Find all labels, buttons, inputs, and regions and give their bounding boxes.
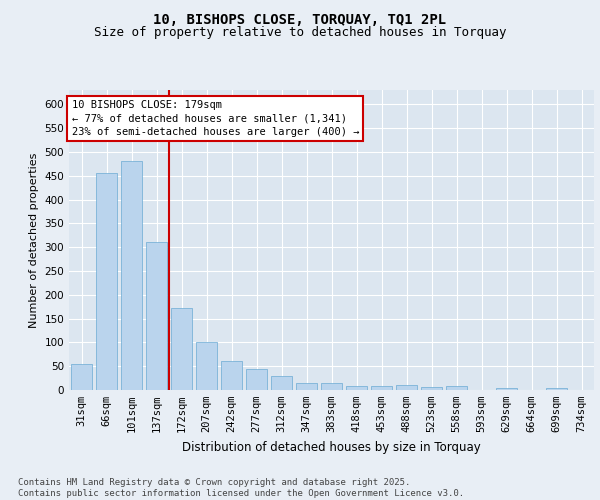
Bar: [371, 386, 392, 390]
Bar: [96, 174, 117, 390]
Text: Size of property relative to detached houses in Torquay: Size of property relative to detached ho…: [94, 26, 506, 39]
Bar: [121, 162, 142, 390]
Bar: [296, 384, 317, 390]
Text: 10 BISHOPS CLOSE: 179sqm
← 77% of detached houses are smaller (1,341)
23% of sem: 10 BISHOPS CLOSE: 179sqm ← 77% of detach…: [71, 100, 359, 137]
Bar: [496, 388, 517, 390]
Bar: [321, 384, 342, 390]
Y-axis label: Number of detached properties: Number of detached properties: [29, 152, 39, 328]
Text: 10, BISHOPS CLOSE, TORQUAY, TQ1 2PL: 10, BISHOPS CLOSE, TORQUAY, TQ1 2PL: [154, 12, 446, 26]
Bar: [221, 362, 242, 390]
X-axis label: Distribution of detached houses by size in Torquay: Distribution of detached houses by size …: [182, 440, 481, 454]
Bar: [146, 242, 167, 390]
Bar: [421, 386, 442, 390]
Bar: [271, 376, 292, 390]
Bar: [346, 386, 367, 390]
Bar: [171, 308, 192, 390]
Bar: [246, 369, 267, 390]
Bar: [396, 385, 417, 390]
Bar: [446, 386, 467, 390]
Text: Contains HM Land Registry data © Crown copyright and database right 2025.
Contai: Contains HM Land Registry data © Crown c…: [18, 478, 464, 498]
Bar: [71, 364, 92, 390]
Bar: [196, 342, 217, 390]
Bar: [546, 388, 567, 390]
